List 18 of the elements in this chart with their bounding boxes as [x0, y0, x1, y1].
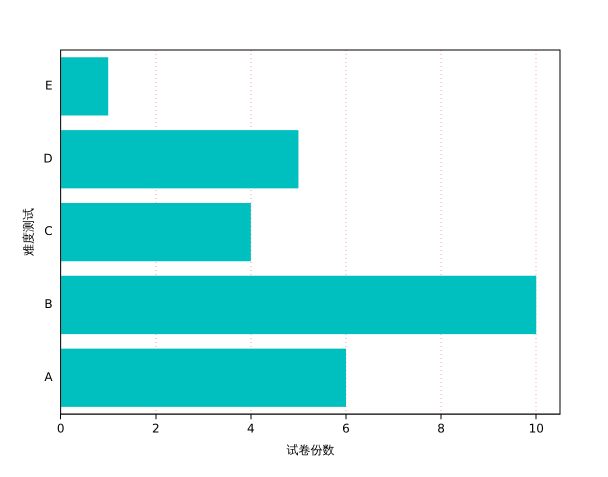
x-tick-label: 10 [528, 422, 544, 436]
y-tick-label: A [44, 370, 54, 384]
bar [61, 276, 536, 334]
x-tick-label: 2 [152, 422, 160, 436]
x-axis-title: 试卷份数 [286, 442, 334, 457]
x-tick-label: 4 [247, 422, 255, 436]
y-tick-label: B [44, 297, 53, 312]
y-tick-label: D [43, 151, 53, 166]
bar [61, 202, 251, 262]
y-tick-label: E [45, 78, 53, 93]
x-tick-label: 8 [437, 422, 445, 436]
x-tick-label: 0 [56, 422, 64, 436]
bar [61, 57, 108, 116]
bar [61, 130, 298, 188]
bar [61, 348, 346, 407]
x-tick-label: 6 [342, 422, 350, 436]
y-tick-label: C [44, 224, 53, 238]
y-axis-title: 难度测试 [21, 208, 36, 258]
